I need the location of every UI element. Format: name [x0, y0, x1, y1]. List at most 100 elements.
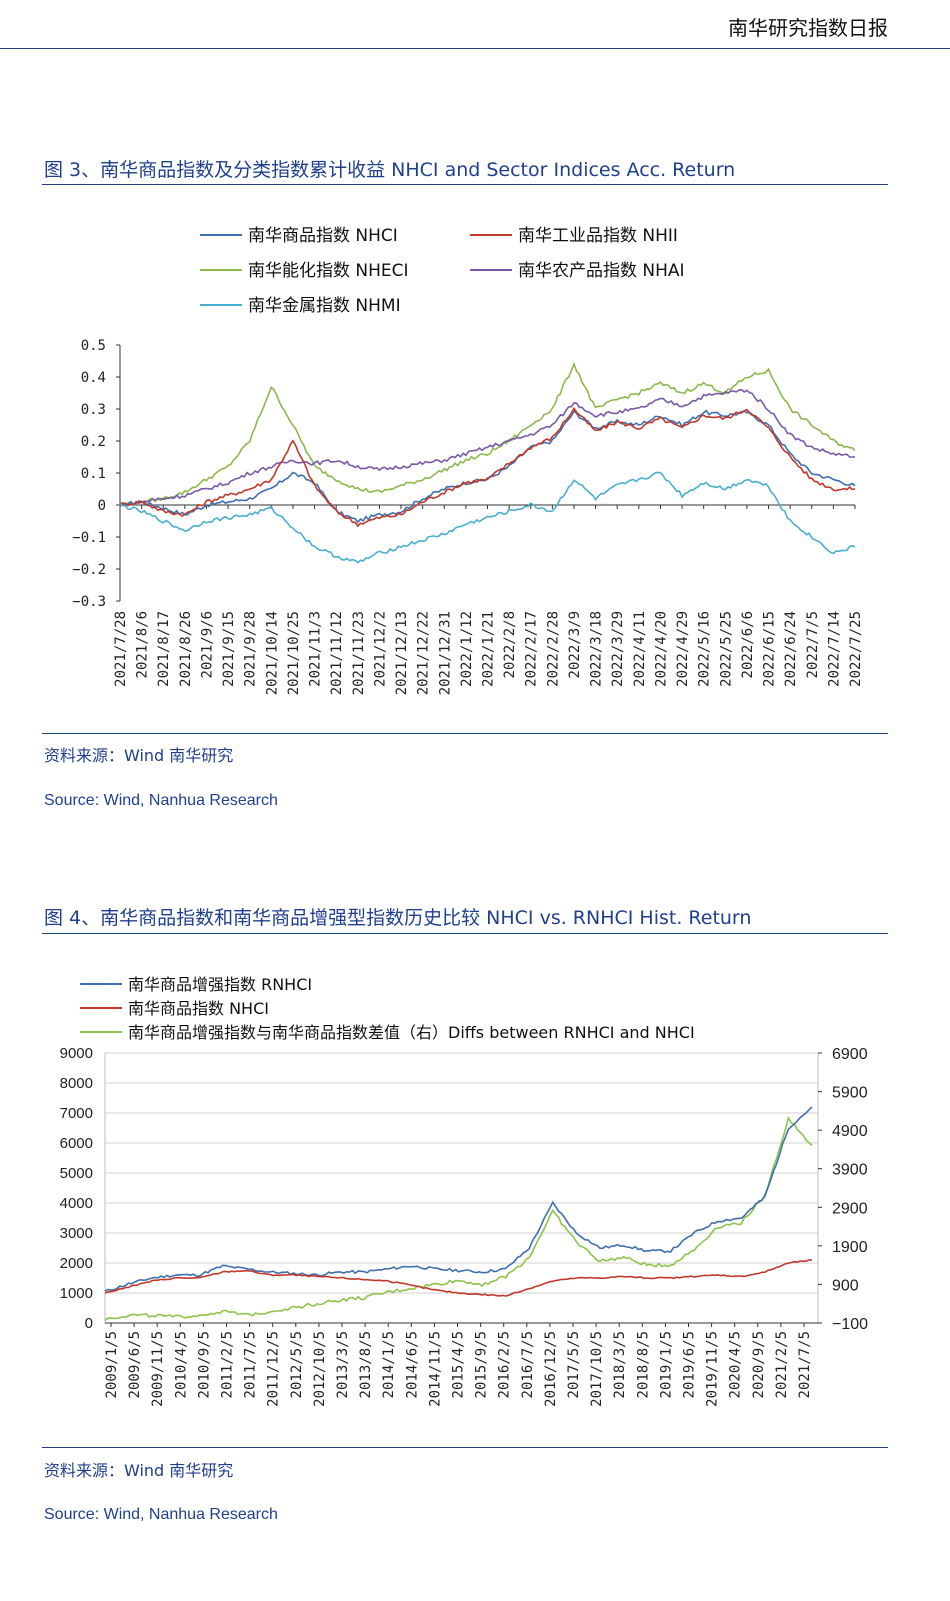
x-tick-label: 2009/1/5	[104, 1331, 120, 1398]
series-line-1	[119, 406, 856, 528]
y2-tick-label: 4900	[832, 1123, 868, 1140]
legend-label-2: 南华能化指数 NHECI	[248, 261, 409, 281]
y-tick-label: 6000	[60, 1135, 93, 1152]
x-tick-label: 2021/2/5	[774, 1331, 790, 1398]
series-line-0	[119, 409, 856, 524]
series-line-0	[104, 1106, 813, 1292]
x-tick-label: 2021/8/17	[156, 611, 172, 687]
legend-label-4: 南华金属指数 NHMI	[248, 296, 401, 316]
x-tick-label: 2022/6/24	[783, 611, 799, 687]
y-tick-label: 1000	[60, 1285, 93, 1302]
x-tick-label: 2009/6/5	[127, 1331, 143, 1398]
x-tick-label: 2013/3/5	[335, 1331, 351, 1398]
y-tick-label: 8000	[60, 1075, 93, 1092]
y2-tick-label: 900	[832, 1277, 859, 1294]
figure4-chart: 南华商品增强指数 RNHCI 南华商品指数 NHCI 南华商品增强指数与南华商品指数…	[60, 975, 869, 1407]
y-tick-label: 7000	[60, 1105, 93, 1122]
x-tick-label: 2022/6/15	[762, 611, 778, 687]
figure4-source-cn: 资料来源：Wind 南华研究	[44, 1461, 234, 1480]
x-tick-label: 2010/9/5	[196, 1331, 212, 1398]
y-tick-label: 0.5	[81, 338, 106, 354]
x-tick-label: 2021/12/22	[416, 611, 432, 695]
x-tick-label: 2018/3/5	[612, 1331, 628, 1398]
series-line-4	[119, 471, 856, 564]
figure3-bottom-rule	[42, 733, 888, 734]
x-tick-label: 2016/2/5	[497, 1331, 513, 1398]
x-tick-label: 2013/8/5	[358, 1331, 374, 1398]
legend-label-3: 南华农产品指数 NHAI	[518, 261, 685, 281]
x-tick-label: 2022/4/29	[675, 611, 691, 687]
y-tick-label: −0.1	[72, 530, 106, 546]
figure4-title: 图 4、南华商品指数和南华商品增强型指数历史比较 NHCI vs. RNHCI …	[44, 907, 752, 929]
x-tick-label: 2022/3/9	[567, 611, 583, 678]
x-tick-label: 2021/8/6	[135, 611, 151, 678]
y2-tick-label: 3900	[832, 1162, 868, 1179]
y-tick-label: 9000	[60, 1045, 93, 1062]
x-tick-label: 2021/12/13	[394, 611, 410, 695]
y-tick-label: 0.3	[81, 402, 106, 418]
x-tick-label: 2022/3/29	[610, 611, 626, 687]
x-tick-label: 2020/9/5	[751, 1331, 767, 1398]
series-line-1	[104, 1259, 813, 1297]
x-tick-label: 2022/2/8	[502, 611, 518, 678]
report-header-title: 南华研究指数日报	[728, 16, 888, 40]
x-tick-label: 2021/7/28	[113, 611, 129, 687]
x-tick-label: 2022/6/6	[740, 611, 756, 678]
y-tick-label: 0	[98, 498, 106, 514]
x-tick-label: 2021/12/31	[437, 611, 453, 695]
x-tick-label: 2022/7/25	[848, 611, 864, 687]
x-tick-label: 2021/10/14	[264, 611, 280, 695]
x-tick-label: 2022/2/17	[524, 611, 540, 687]
x-tick-label: 2015/9/5	[474, 1331, 490, 1398]
legend-label-2: 南华商品增强指数与南华商品指数差值（右）Diffs between RNHCI …	[128, 1023, 695, 1042]
x-tick-label: 2016/7/5	[520, 1331, 536, 1398]
figure3-chart: 南华商品指数 NHCI 南华工业品指数 NHII 南华能化指数 NHECI 南华农产品…	[72, 226, 864, 695]
x-tick-label: 2009/11/5	[150, 1331, 166, 1407]
y2-tick-label: 2900	[832, 1200, 868, 1217]
figure3-source-en: Source: Wind, Nanhua Research	[44, 792, 278, 809]
x-tick-label: 2011/12/5	[266, 1331, 282, 1407]
y-tick-label: −0.2	[72, 562, 106, 578]
x-tick-label: 2012/10/5	[312, 1331, 328, 1407]
x-tick-label: 2022/2/28	[545, 611, 561, 687]
x-tick-label: 2014/1/5	[381, 1331, 397, 1398]
y-tick-label: 2000	[60, 1255, 93, 1272]
y2-tick-label: 1900	[832, 1239, 868, 1256]
x-tick-label: 2022/7/14	[826, 611, 842, 687]
y-tick-label: 3000	[60, 1225, 93, 1242]
y-tick-label: 0.2	[81, 434, 106, 450]
x-tick-label: 2021/9/6	[199, 611, 215, 678]
plot-frame	[104, 1052, 819, 1324]
y-tick-label: −0.3	[72, 594, 106, 610]
x-tick-label: 2022/3/18	[589, 611, 605, 687]
x-tick-label: 2022/5/16	[697, 611, 713, 687]
x-tick-label: 2014/11/5	[427, 1331, 443, 1407]
legend-label-1: 南华商品指数 NHCI	[128, 999, 269, 1018]
y-tick-label: 0.1	[81, 466, 106, 482]
x-tick-label: 2019/11/5	[705, 1331, 721, 1407]
series-line-3	[119, 388, 855, 507]
x-tick-label: 2020/4/5	[728, 1331, 744, 1398]
x-tick-label: 2021/8/26	[178, 611, 194, 687]
x-tick-label: 2018/8/5	[635, 1331, 651, 1398]
figure3-source-cn: 资料来源：Wind 南华研究	[44, 746, 234, 765]
y-tick-label: 5000	[60, 1165, 93, 1182]
x-tick-label: 2016/12/5	[543, 1331, 559, 1407]
x-tick-label: 2021/11/3	[308, 611, 324, 687]
x-tick-label: 2021/11/23	[351, 611, 367, 695]
x-tick-label: 2021/10/25	[286, 611, 302, 695]
x-tick-label: 2021/7/5	[797, 1331, 813, 1398]
header-divider	[0, 48, 950, 49]
x-tick-label: 2021/12/2	[372, 611, 388, 687]
x-tick-label: 2011/7/5	[243, 1331, 259, 1398]
x-tick-label: 2022/1/21	[481, 611, 497, 687]
x-tick-label: 2012/5/5	[289, 1331, 305, 1398]
x-tick-label: 2021/9/28	[243, 611, 259, 687]
series-line-2	[104, 1115, 813, 1321]
x-tick-label: 2019/1/5	[658, 1331, 674, 1398]
y2-tick-label: 5900	[832, 1085, 868, 1102]
x-tick-label: 2022/4/20	[653, 611, 669, 687]
x-tick-label: 2011/2/5	[220, 1331, 236, 1398]
figure4-bottom-rule	[42, 1447, 888, 1448]
legend-label-0: 南华商品增强指数 RNHCI	[128, 975, 312, 994]
